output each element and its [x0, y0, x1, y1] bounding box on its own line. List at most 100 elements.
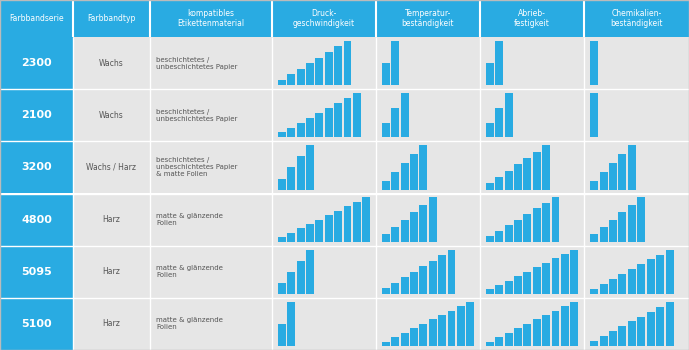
Bar [401, 333, 409, 346]
Bar [150, 37, 272, 89]
Bar [0, 141, 73, 194]
Bar [637, 316, 646, 346]
Bar [420, 266, 427, 294]
Bar [514, 328, 522, 346]
Bar [486, 342, 494, 346]
Bar [505, 93, 513, 138]
Bar [542, 315, 550, 346]
Bar [278, 80, 286, 85]
Bar [584, 246, 689, 298]
Bar [410, 154, 418, 190]
Bar [619, 154, 626, 190]
Bar [584, 0, 689, 37]
Bar [505, 281, 513, 294]
Text: 4800: 4800 [21, 215, 52, 225]
Bar [584, 37, 689, 89]
Bar [656, 254, 664, 294]
Bar [297, 156, 305, 190]
Bar [297, 229, 305, 242]
Bar [584, 194, 689, 246]
Bar [410, 328, 418, 346]
Text: 2100: 2100 [21, 110, 52, 120]
Text: Harz: Harz [103, 267, 121, 276]
Bar [438, 255, 446, 294]
Bar [344, 41, 351, 85]
Bar [297, 261, 305, 294]
Bar [533, 152, 541, 190]
Bar [376, 246, 480, 298]
Bar [495, 41, 504, 85]
Bar [429, 320, 437, 346]
Bar [401, 163, 409, 190]
Bar [391, 337, 400, 346]
Bar [325, 215, 333, 242]
Text: Wachs: Wachs [99, 58, 124, 68]
Bar [382, 234, 390, 242]
Text: Farbbandtyp: Farbbandtyp [88, 14, 136, 23]
Bar [287, 272, 296, 294]
Bar [401, 277, 409, 294]
Bar [73, 246, 150, 298]
Bar [486, 122, 494, 138]
Bar [325, 52, 333, 85]
Bar [584, 141, 689, 194]
Bar [306, 224, 314, 242]
Bar [524, 158, 531, 190]
Bar [306, 118, 314, 138]
Bar [344, 98, 351, 138]
Bar [150, 298, 272, 350]
Bar [495, 285, 504, 294]
Text: matte & glänzende
Folien: matte & glänzende Folien [156, 265, 223, 278]
Bar [480, 37, 584, 89]
Bar [609, 279, 617, 294]
Bar [619, 274, 626, 294]
Bar [316, 219, 323, 242]
Bar [448, 310, 455, 346]
Bar [486, 236, 494, 242]
Bar [73, 141, 150, 194]
Bar [552, 310, 559, 346]
Bar [306, 250, 314, 294]
Bar [514, 276, 522, 294]
Bar [410, 212, 418, 242]
Bar [272, 246, 376, 298]
Bar [524, 214, 531, 242]
Bar [272, 194, 376, 246]
Bar [376, 194, 480, 246]
Text: 5100: 5100 [21, 319, 52, 329]
Bar [438, 315, 446, 346]
Bar [647, 312, 655, 346]
Bar [480, 0, 584, 37]
Bar [401, 219, 409, 242]
Bar [480, 246, 584, 298]
Text: 3200: 3200 [21, 162, 52, 173]
Bar [401, 93, 409, 138]
Text: Druck-
geschwindigkeit: Druck- geschwindigkeit [293, 9, 355, 28]
Bar [73, 0, 150, 37]
Bar [0, 298, 73, 350]
Bar [272, 37, 376, 89]
Bar [376, 141, 480, 194]
Bar [590, 289, 598, 294]
Text: Harz: Harz [103, 320, 121, 328]
Bar [150, 246, 272, 298]
Bar [570, 302, 578, 346]
Bar [391, 283, 400, 294]
Bar [533, 209, 541, 242]
Bar [334, 103, 342, 138]
Bar [514, 219, 522, 242]
Text: matte & glänzende
Folien: matte & glänzende Folien [156, 213, 223, 226]
Text: Wachs / Harz: Wachs / Harz [87, 163, 136, 172]
Bar [584, 89, 689, 141]
Bar [150, 194, 272, 246]
Text: Farbbandserie: Farbbandserie [9, 14, 64, 23]
Bar [73, 298, 150, 350]
Bar [272, 89, 376, 141]
Bar [420, 145, 427, 190]
Bar [287, 74, 296, 85]
Bar [150, 89, 272, 141]
Bar [272, 298, 376, 350]
Bar [480, 298, 584, 350]
Bar [495, 231, 504, 242]
Bar [362, 197, 370, 242]
